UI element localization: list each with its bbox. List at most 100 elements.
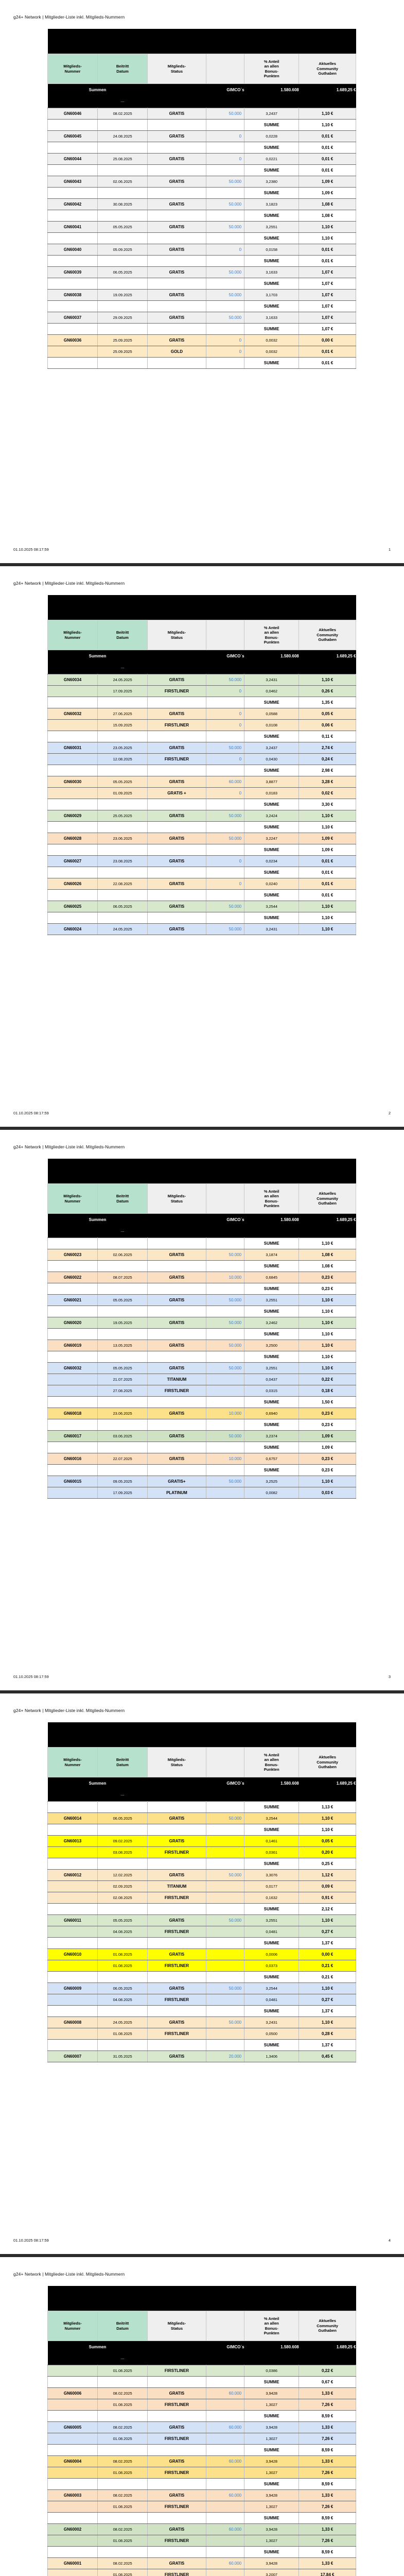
summe-row: SUMME 1,37 € xyxy=(47,2039,356,2051)
table-row[interactable]: GN60029 25.05.2025 GRATIS 50.000 3,2424 1,10 … xyxy=(47,810,356,822)
table-row[interactable]: GN60025 06.05.2025 GRATIS 50.000 3,2544 1,10 … xyxy=(47,901,356,912)
table-row[interactable]: 02.08.2025 FIRSTLINER 0,1632 0,91 € xyxy=(47,1892,356,1904)
table-row[interactable]: GN60036 25.09.2025 GRATIS 0 0,0032 0,00 € xyxy=(47,334,356,346)
summe-row: SUMME 1,10 € xyxy=(47,1824,356,1836)
table-row[interactable]: GN60030 05.05.2025 GRATIS 60.000 3,8877 3,28 … xyxy=(47,776,356,788)
table-row[interactable]: 27.08.2025 FIRSTLINER 0,0315 0,18 € xyxy=(47,1385,356,1397)
table-row[interactable]: GN60034 24.05.2025 GRATIS 50.000 3,2431 1,10 … xyxy=(47,674,356,686)
cell-gimco-points: 50.000 xyxy=(205,176,245,188)
page-title: g24+ Network | Mitglieder-Liste inkl. Mi… xyxy=(13,1144,125,1149)
table-row[interactable]: 01.08.2025 FIRSTLINER 1,3027 7,26 € xyxy=(47,2535,356,2547)
table-row[interactable]: GN60021 05.05.2025 GRATIS 50.000 3,2551 1,10 … xyxy=(47,1294,356,1306)
table-row[interactable]: 17.09.2025 FIRSTLINER 0 0,0462 0,26 € xyxy=(47,685,356,697)
table-row[interactable]: GN60019 13.05.2025 GRATIS 50.000 3,2500 1,10 … xyxy=(47,1340,356,1351)
table-row[interactable]: GN60009 06.05.2025 GRATIS 50.000 3,2544 1,10 … xyxy=(47,1982,356,1994)
table-row[interactable]: 04.08.2025 FIRSTLINER 0,0481 0,27 € xyxy=(47,1926,356,1938)
table-row[interactable]: GN60010 01.08.2025 GRATIS 0,0006 0,00 € xyxy=(47,1948,356,1960)
summe-blank-2 xyxy=(97,2512,148,2524)
table-row[interactable]: GN60011 05.05.2025 GRATIS 50.000 3,2551 1,10 … xyxy=(47,1914,356,1926)
cell-anteil-prozent: 3,2551 xyxy=(244,1294,300,1306)
table-row[interactable]: 15.09.2025 FIRSTLINER 0 0,0108 0,06 € xyxy=(47,719,356,731)
cell-gimco-points: 0 xyxy=(205,153,245,165)
cell-community-guthaben: 1,10 € xyxy=(298,1317,356,1329)
table-row[interactable]: GN60014 06.05.2025 GRATIS 50.000 3,2544 1,10 … xyxy=(47,1812,356,1824)
col-header-line: Guthaben xyxy=(318,1201,337,1206)
summe-value: 1,10 € xyxy=(298,1306,356,1317)
summe-value: 1,07 € xyxy=(298,278,356,290)
cell-mitglieds-status: FIRSTLINER xyxy=(147,719,206,731)
col-header-line: % Anteil xyxy=(264,1189,279,1194)
page-1: g24+ Network | Mitglieder-Liste inkl. Mi… xyxy=(0,0,404,563)
table-row[interactable]: GN60018 23.06.2025 GRATIS 10.000 0,6940 0,23 … xyxy=(47,1408,356,1419)
cell-gimco-points: 0 xyxy=(205,878,245,890)
cell-anteil-prozent: 3,2462 xyxy=(244,1317,300,1329)
table-row[interactable]: 12.08.2025 FIRSTLINER 0 0,0430 0,24 € xyxy=(47,753,356,765)
cell-anteil-prozent: 3,2500 xyxy=(244,1340,300,1351)
table-row[interactable]: GN60013 09.02.2025 GRATIS 0,1461 0,05 € xyxy=(47,1835,356,1847)
table-row[interactable]: GN60022 08.07.2025 GRATIS 10.000 0,6845 0,23 … xyxy=(47,1272,356,1283)
table-row[interactable]: GN60043 02.06.2025 GRATIS 50.000 3,2380 1,09 … xyxy=(47,176,356,188)
table-row[interactable]: GN60041 05.05.2025 GRATIS 50.000 3,2551 1,10 … xyxy=(47,221,356,233)
table-row[interactable]: 01.08.2025 FIRSTLINER 1,3027 7,26 € xyxy=(47,2467,356,2479)
summe-label: SUMME xyxy=(244,1260,300,1272)
table-row[interactable]: GN60023 02.06.2025 GRATIS 50.000 3,1874 1,08 … xyxy=(47,1249,356,1261)
table-row[interactable]: GN60039 06.05.2025 GRATIS 50.000 3,1633 1,07 … xyxy=(47,266,356,278)
summe-blank-1 xyxy=(47,731,98,742)
table-row[interactable]: GN60003 08.02.2025 GRATIS 60.000 3,9428 1,33 … xyxy=(47,2489,356,2501)
cell-anteil-prozent: 0,1461 xyxy=(244,1835,300,1847)
table-row[interactable]: 01.08.2025 FIRSTLINER 1,3027 7,26 € xyxy=(47,2399,356,2411)
table-row[interactable]: GN60020 19.05.2025 GRATIS 50.000 3,2462 1,10 … xyxy=(47,1317,356,1329)
table-row[interactable]: 01.08.2025 FIRSTLINER 1,3027 7,26 € xyxy=(47,2501,356,2513)
summe-label: SUMME xyxy=(244,323,300,335)
table-row[interactable]: GN60031 23.05.2025 GRATIS 50.000 3,2437 2,74 … xyxy=(47,742,356,754)
cell-anteil-prozent: 0,0158 xyxy=(244,244,300,256)
table-top-black-band xyxy=(47,595,356,620)
table-row[interactable]: GN60027 23.08.2025 GRATIS 0 0,0234 0,01 € xyxy=(47,855,356,867)
cell-beitritt-datum: 04.08.2025 xyxy=(97,1994,148,2006)
table-row[interactable]: GN60042 30.08.2025 GRATIS 50.000 3,1823 1,08 … xyxy=(47,198,356,210)
table-row[interactable]: GN60002 08.02.2025 GRATIS 60.000 3,9428 1,33 … xyxy=(47,2523,356,2535)
table-row[interactable]: GN60026 22.08.2025 GRATIS 0 0,0240 0,01 € xyxy=(47,878,356,890)
table-row[interactable]: 02.09.2025 TITANIUM 0,0177 0,09 € xyxy=(47,1880,356,1892)
cell-gimco-points xyxy=(205,1487,245,1499)
table-row[interactable]: 03.08.2025 FIRSTLINER 0,0361 0,20 € xyxy=(47,1846,356,1858)
table-row[interactable]: 21.07.2025 TITANIUM 0,0437 0,22 € xyxy=(47,1374,356,1385)
table-row[interactable]: GN60045 24.08.2025 GRATIS 0 0,0228 0,01 € xyxy=(47,130,356,142)
cell-beitritt-datum: 31.05.2025 xyxy=(97,2050,148,2062)
summe-label: SUMME xyxy=(244,210,300,222)
table-row[interactable]: GN60038 19.09.2025 GRATIS 50.000 3,1703 1,07 … xyxy=(47,289,356,301)
table-row[interactable]: GN60007 31.05.2025 GRATIS 20.000 1,3406 0,45 … xyxy=(47,2050,356,2062)
table-row[interactable]: GN60032 27.06.2025 GRATIS 0 0,0588 0,05 € xyxy=(47,708,356,720)
col-header-line: Community xyxy=(317,1759,338,1765)
table-row[interactable]: GN60016 22.07.2025 GRATIS 10.000 0,6757 0,23 … xyxy=(47,1453,356,1465)
table-row[interactable]: 04.08.2025 FIRSTLINER 0,0481 0,27 € xyxy=(47,1994,356,2006)
table-row[interactable]: GN60006 08.02.2025 GRATIS 60.000 3,9428 1,33 … xyxy=(47,2387,356,2399)
table-row[interactable]: 01.08.2025 FIRSTLINER 0,0500 0,28 € xyxy=(47,2028,356,2040)
table-row[interactable]: GN60032 05.05.2025 GRATIS 50.000 3,2551 1,10 … xyxy=(47,1362,356,1374)
cell-community-guthaben: 0,21 € xyxy=(298,1960,356,1972)
table-row[interactable]: GN60008 24.05.2025 GRATIS 50.000 3,2431 1,10 … xyxy=(47,2016,356,2028)
cell-community-guthaben: 1,10 € xyxy=(298,810,356,822)
table-row[interactable]: GN60004 08.02.2025 GRATIS 60.000 3,9428 1,33 … xyxy=(47,2455,356,2467)
table-row[interactable]: GN60015 09.05.2025 GRATIS+ 50.000 3,2525 1,10… xyxy=(47,1476,356,1487)
table-row[interactable]: GN60017 03.06.2025 GRATIS 50.000 3,2374 1,09 … xyxy=(47,1430,356,1442)
table-row[interactable]: GN60040 05.09.2025 GRATIS 0 0,0158 0,01 € xyxy=(47,244,356,256)
table-row[interactable]: 25.09.2025 GOLD 0 0,0032 0,01 € xyxy=(47,346,356,358)
table-row[interactable]: 17.09.2025 PLATINUM 0,0082 0,03 € xyxy=(47,1487,356,1499)
table-row[interactable]: GN60044 25.08.2025 GRATIS 0 0,0221 0,01 € xyxy=(47,153,356,165)
table-row[interactable]: GN60028 23.06.2025 GRATIS 50.000 3,2247 1,09 … xyxy=(47,833,356,844)
table-row[interactable]: 01.09.2025 GRATIS +0 0,0183 0,02 € xyxy=(47,787,356,799)
table-row[interactable]: GN60012 12.02.2025 GRATIS 50.000 3,3076 1,12 … xyxy=(47,1869,356,1881)
table-row[interactable]: 01.08.2025 FIRSTLINER 0,0373 0,21 € xyxy=(47,1960,356,1972)
table-row[interactable]: GN60046 08.02.2025 GRATIS 50.000 3,2437 1,10 … xyxy=(47,108,356,120)
table-row[interactable]: GN60001 08.02.2025 GRATIS 60.000 3,9428 1,33 … xyxy=(47,2557,356,2569)
table-row[interactable]: 01.08.2025 FIRSTLINER 1,3027 7,26 € xyxy=(47,2433,356,2445)
cell-beitritt-datum: 01.08.2025 xyxy=(97,2433,148,2445)
totals-gimco-label: GIMCO´s xyxy=(206,650,244,662)
table-row[interactable]: GN60005 08.02.2025 GRATIS 60.000 3,9428 1,33 … xyxy=(47,2421,356,2433)
table-row[interactable]: 01.08.2025 FIRSTLINER 0,0386 0,22 € xyxy=(47,2365,356,2377)
table-row[interactable]: GN60037 29.09.2025 GRATIS 50.000 3,1633 1,07 … xyxy=(47,312,356,324)
table-row[interactable]: GN60024 24.05.2025 GRATIS 50.000 3,2431 1,10 … xyxy=(47,923,356,935)
table-row[interactable]: 01.08.2025 FIRSTLINER 3,2007 17,84 € xyxy=(47,2569,356,2576)
summe-blank-4 xyxy=(205,300,245,312)
